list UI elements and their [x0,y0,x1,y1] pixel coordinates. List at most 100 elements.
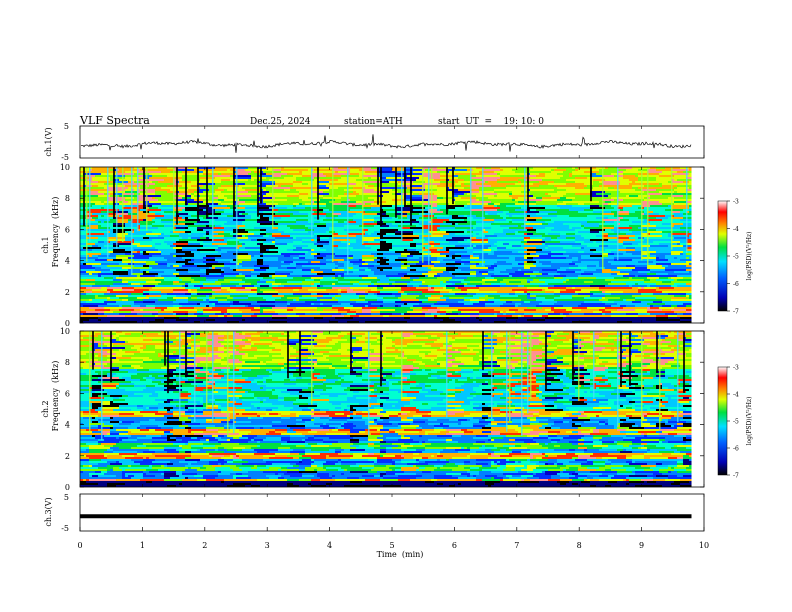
spectrogram-cell [488,203,495,206]
spectrogram-cell [407,241,417,244]
spectrogram-cell [242,267,261,270]
spectrogram-cell [689,223,693,226]
spectrogram-cell [137,169,141,172]
spectrogram-cell [260,243,264,246]
spectrogram-cell [557,283,567,286]
spectrogram-cell [386,211,393,214]
spectrogram-cell [593,241,597,244]
spectrogram-cell [653,239,669,242]
spectrogram-cell [284,189,291,192]
spectrogram-cell [335,253,354,256]
spectrogram-cell [383,257,387,260]
spectrogram-cell [506,301,513,304]
spectrogram-cell [236,319,243,322]
spectrogram-cell [656,337,666,340]
spectrogram-cell [296,177,312,180]
spectrogram-cell [446,299,465,302]
spectrogram-cell [395,259,405,262]
spectrogram-cell [461,269,468,272]
spectrogram-cell [80,309,96,312]
spectrogram-cell [434,289,453,292]
spectrogram-cell [566,255,570,258]
spectrogram-cell [308,215,321,218]
spectrogram-cell [236,305,246,308]
spectrogram-cell [476,285,480,288]
spectrogram-cell [134,229,138,232]
spectrogram-cell [425,281,441,284]
spectrogram-cell [104,215,108,218]
spectrogram-cell [422,203,438,206]
spectrogram-cell [272,235,291,238]
spectrogram-cell [515,171,522,174]
spectrogram-cell [632,293,642,296]
spectrogram-cell [116,319,135,322]
spectrogram-cell [425,187,444,190]
spectrogram-cell [293,261,309,264]
spectrogram-cell [659,243,678,246]
spectrogram-cell [497,205,507,208]
spectrogram-cell [674,231,690,234]
spectrogram-cell [239,309,252,312]
spectrogram-cell [365,261,378,264]
spectrogram-cell [623,319,642,322]
spectrogram-cell [167,255,174,258]
spectrogram-cell [335,217,345,220]
spectrogram-cell [206,279,219,282]
spectrogram-cell [425,247,429,250]
spectrogram-cell [188,187,198,190]
spectrogram-cell [635,337,642,340]
spectrogram-cell [134,167,150,170]
spectrogram-cell [218,315,225,318]
spectrogram-cell [626,299,636,302]
spectrogram-cell [206,295,210,298]
spectrogram-cell [140,263,147,266]
spectrogram-cell [545,259,555,262]
spectrogram-cell [377,307,396,310]
spectrogram-cell [548,275,555,278]
spectrogram-cell [668,315,678,318]
spectrogram-cell [584,297,588,300]
spectrogram-cell [227,239,240,242]
spectrogram-cell [581,255,591,258]
spectrogram-cell [632,243,636,246]
spectrogram-cell [353,257,363,260]
spectrogram-cell [293,169,309,172]
spectrogram-cell [299,203,303,206]
spectrogram-cell [674,225,690,228]
spectrogram-cell [80,281,93,284]
spectrogram-cell [461,235,465,238]
spectrogram-cell [110,193,114,196]
spectrogram-cell [527,295,531,298]
spectrogram-cell [353,305,366,308]
spectrogram-cell [161,281,174,284]
spectrogram-cell [518,223,525,226]
spectrogram-cell [272,317,288,320]
spectrogram-cell [455,173,468,176]
spectrogram-cell [473,233,477,236]
spectrogram-cell [302,247,321,250]
spectrogram-cell [551,309,567,312]
spectrogram-cell [101,287,108,290]
spectrogram-cell [350,315,360,318]
spectrogram-cell [530,259,534,262]
spectrogram-cell [203,309,213,312]
spectrogram-cell [635,275,639,278]
spectrogram-cell [236,261,243,264]
spectrogram-cell [638,273,648,276]
spectrogram-cell [293,241,303,244]
spectrogram-cell [446,231,465,234]
spectrogram-cell [563,277,579,280]
spectrogram-cell [284,177,297,180]
spectrogram-cell [203,301,210,304]
spectrogram-cell [149,181,153,184]
spectrogram-cell [239,241,255,244]
spectrogram-cell [386,275,405,278]
spectrogram-cell [467,219,483,222]
spectrogram-cell [83,313,99,316]
spectrogram-cell [569,279,588,282]
spectrogram-cell [224,313,228,316]
spectrogram-cell [575,169,579,172]
spectrogram-cell [368,285,378,288]
spectrogram-cell [641,321,660,323]
spectrogram-cell [146,171,162,174]
